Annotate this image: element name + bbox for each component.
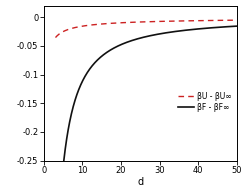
βU - βU∞ [136,21,139,23]
βF - βF∞ [88,69,91,71]
βF - βF∞ [162,32,164,34]
βF - βF∞ [191,28,194,31]
βF - βF∞ [235,25,238,27]
βF - βF∞ [176,30,179,32]
βU - βU∞ [161,20,164,22]
Legend: βU - βU∞, βF - βF∞: βU - βU∞, βF - βF∞ [177,90,233,113]
βU - βU∞ [191,20,193,22]
βU - βU∞ [235,19,238,21]
Line: βU - βU∞: βU - βU∞ [55,20,237,38]
βU - βU∞ [54,36,57,39]
βU - βU∞ [175,20,178,22]
Line: βF - βF∞: βF - βF∞ [57,26,237,189]
βF - βF∞ [137,37,140,40]
βF - βF∞ [102,54,105,56]
X-axis label: d: d [137,177,143,187]
βU - βU∞ [101,23,103,25]
βU - βU∞ [86,24,89,26]
